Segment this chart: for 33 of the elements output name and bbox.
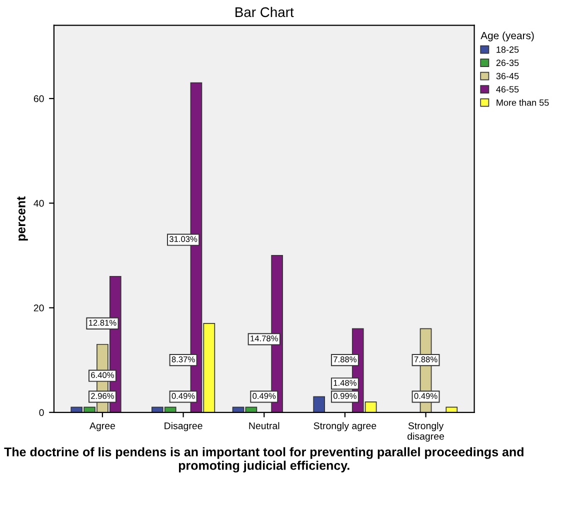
annotation: 1.48% <box>334 380 356 386</box>
annotation: 14.78% <box>250 335 278 342</box>
legend-label: 46-55 <box>496 86 519 93</box>
annotation: 0.49% <box>172 393 195 399</box>
y-axis-title: percent <box>17 196 28 241</box>
x-tick-label: Strongly agree <box>314 422 376 432</box>
y-tick-label: 0 <box>39 409 44 416</box>
legend-label: 36-45 <box>496 72 519 80</box>
bar <box>446 406 458 412</box>
annotation: 8.37% <box>172 356 195 362</box>
annotation: 0.49% <box>252 393 276 399</box>
y-tick-label: 60 <box>34 95 44 102</box>
annotation: 0.49% <box>414 393 438 399</box>
annotation: 7.88% <box>414 356 438 362</box>
annotation: 12.81% <box>88 320 116 326</box>
bar <box>313 396 325 412</box>
x-tick-label: Agree <box>90 422 115 432</box>
legend-label: 18-25 <box>496 46 519 53</box>
annotation: 7.88% <box>334 356 356 362</box>
x-tick-label: Disagree <box>164 422 202 432</box>
chart-title: Bar Chart <box>236 6 294 18</box>
y-tick-label: 20 <box>34 304 44 312</box>
y-tick-label: 40 <box>34 200 44 207</box>
annotation: 0.99% <box>333 393 356 399</box>
legend-label: More than 55 <box>496 99 549 106</box>
x-axis-title: The doctrine of lis pendens is an important tool for preventing parallel proceedings and promoting judicial efficiency. <box>4 447 524 472</box>
annotation: 31.03% <box>169 236 198 242</box>
x-tick-label: Neutral <box>249 422 280 430</box>
legend-label: 26-35 <box>496 60 519 66</box>
legend-title: Age (years) <box>480 32 534 42</box>
annotation: 2.96% <box>91 393 114 399</box>
x-tick-label: Strongly disagree <box>408 422 444 442</box>
annotation: 6.40% <box>91 372 114 378</box>
